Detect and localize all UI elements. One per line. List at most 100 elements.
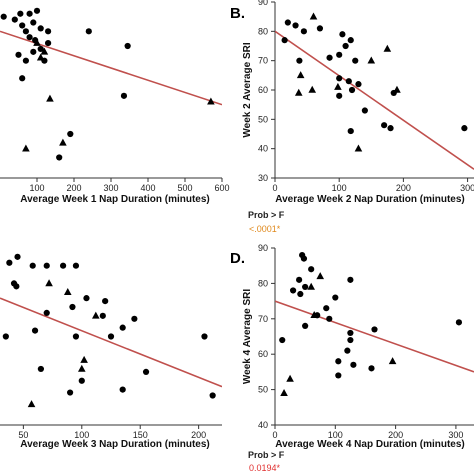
triangle-point — [309, 12, 318, 20]
circle-point — [344, 347, 351, 354]
circle-point — [326, 54, 333, 61]
circle-point — [292, 22, 299, 29]
plot-area — [275, 251, 474, 396]
y-tick-label: 70 — [258, 56, 268, 66]
triangle-point — [367, 56, 376, 64]
x-axis-label: Average Week 3 Nap Duration (minutes) — [20, 439, 210, 450]
panel-letter: D. — [230, 250, 245, 267]
circle-point — [107, 333, 115, 340]
triangle-point — [354, 144, 363, 152]
circle-point — [284, 19, 291, 26]
circle-point — [19, 22, 26, 29]
circle-point — [102, 298, 109, 305]
circle-point — [67, 389, 74, 396]
circle-point — [43, 309, 50, 316]
circle-point — [345, 78, 352, 85]
circle-point — [336, 92, 343, 99]
circle-point — [350, 361, 357, 368]
y-tick-label: 50 — [258, 114, 268, 124]
triangle-point — [286, 374, 294, 382]
circle-point — [6, 259, 13, 266]
circle-point — [120, 92, 128, 99]
triangle-point — [294, 88, 303, 96]
x-tick-label: 100 — [29, 183, 44, 193]
circle-point — [142, 368, 150, 375]
triangle-point — [393, 85, 401, 93]
circle-point — [56, 154, 63, 161]
y-tick-label: 60 — [258, 85, 268, 95]
circle-point — [83, 295, 90, 302]
fit-line — [275, 30, 474, 170]
panel-b: 0 100 200 300 30 40 50 60 70 80 90 Average Week 2 N… — [230, 0, 474, 234]
circle-point — [131, 315, 138, 322]
circle-point — [30, 48, 37, 55]
circle-point — [348, 86, 356, 94]
circle-point — [85, 28, 92, 35]
circle-point — [332, 294, 339, 301]
circle-point — [69, 303, 76, 311]
circle-point — [323, 305, 330, 312]
x-tick-label: 600 — [214, 183, 229, 193]
x-tick-label: 200 — [191, 430, 206, 440]
circle-point — [2, 333, 9, 340]
y-tick-label: 80 — [258, 278, 268, 288]
circle-point — [13, 283, 20, 290]
plot-area — [275, 12, 474, 170]
circle-point — [300, 255, 308, 262]
x-tick-label: 100 — [332, 183, 347, 193]
circle-point — [43, 262, 50, 269]
circle-point — [371, 326, 378, 333]
circle-point — [347, 37, 354, 44]
circle-point — [336, 75, 343, 82]
triangle-point — [308, 85, 317, 93]
x-axis-label: Average Week 4 Nap Duration (minutes) — [275, 439, 465, 450]
plot-area — [0, 253, 222, 408]
circle-point — [67, 130, 74, 138]
circle-point — [279, 336, 286, 344]
y-tick-label: 90 — [258, 0, 268, 7]
prob-f-label: Prob > F — [248, 210, 285, 220]
circle-point — [78, 377, 85, 384]
circle-point — [37, 45, 44, 53]
circle-point — [19, 75, 26, 82]
x-tick-label: 200 — [66, 183, 81, 193]
triangle-point — [40, 47, 49, 55]
circle-point — [72, 333, 80, 340]
panel-a: 100 200 300 400 500 600 Average Week 1 Nap Dur… — [0, 7, 230, 205]
fit-line — [0, 297, 222, 388]
triangle-point — [45, 279, 53, 287]
circle-point — [387, 125, 394, 132]
x-tick-label: 100 — [328, 430, 343, 440]
circle-point — [296, 276, 303, 283]
circle-point — [0, 13, 7, 20]
circle-point — [381, 122, 388, 129]
circle-point — [347, 127, 354, 135]
triangle-point — [388, 357, 397, 365]
circle-point — [455, 319, 463, 326]
triangle-point — [383, 44, 392, 52]
circle-point — [339, 31, 346, 38]
circle-point — [201, 333, 208, 340]
y-axis-label: Week 2 Average SRI — [242, 42, 253, 137]
triangle-point — [80, 355, 88, 363]
y-tick-label: 30 — [258, 173, 268, 183]
x-tick-label: 50 — [18, 430, 28, 440]
triangle-point — [33, 38, 41, 46]
circle-point — [300, 28, 307, 35]
x-tick-label: 500 — [177, 183, 192, 193]
x-tick-label: 200 — [388, 430, 403, 440]
circle-point — [26, 34, 33, 41]
circle-point — [99, 312, 106, 319]
circle-point — [302, 322, 309, 329]
panel-letter: B. — [230, 5, 245, 22]
triangle-point — [280, 388, 288, 396]
circle-point — [368, 365, 375, 372]
x-tick-label: 0 — [272, 430, 277, 440]
circle-point — [352, 57, 359, 64]
x-tick-label: 300 — [448, 430, 463, 440]
triangle-point — [77, 364, 86, 372]
circle-point — [297, 290, 304, 298]
triangle-point — [307, 282, 315, 290]
